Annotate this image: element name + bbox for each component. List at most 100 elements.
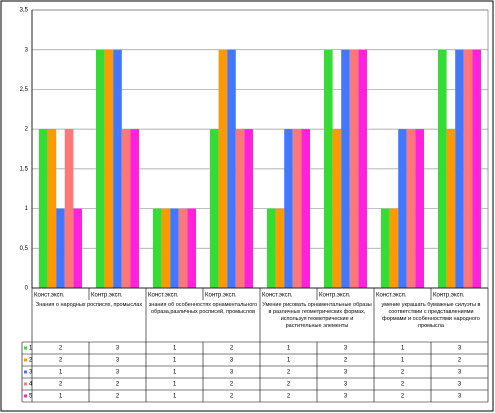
- table-value: 3: [458, 394, 462, 400]
- table-value: 3: [116, 346, 120, 352]
- y-tick-label: 1: [25, 206, 29, 212]
- table-value: 1: [287, 358, 291, 364]
- bar: [455, 49, 464, 288]
- table-value: 3: [458, 346, 462, 352]
- table-value: 2: [59, 358, 63, 364]
- bar: [349, 49, 359, 288]
- bar: [406, 129, 416, 288]
- group-label-box: Умение рисовать орнаментальные образы в …: [262, 302, 372, 329]
- bar: [381, 208, 390, 288]
- bar: [170, 208, 179, 288]
- x-tick-label: Конст.эксп.: [376, 293, 407, 299]
- bar: [153, 208, 162, 288]
- y-tick-label: 1,5: [20, 166, 29, 172]
- table-value: 2: [401, 370, 405, 376]
- table-value: 2: [458, 358, 462, 364]
- table-value: 1: [173, 394, 177, 400]
- bar: [47, 129, 57, 288]
- bar: [64, 129, 74, 288]
- bar: [227, 49, 236, 288]
- x-tick-label: Контр.эксп.: [205, 293, 237, 299]
- bar: [332, 129, 342, 288]
- legend-label: 2: [29, 358, 33, 364]
- bar: [130, 129, 139, 288]
- bar: [438, 49, 447, 288]
- bar: [472, 49, 481, 288]
- table-value: 3: [230, 358, 234, 364]
- bar: [358, 49, 367, 288]
- table-value: 2: [344, 358, 348, 364]
- bar: [301, 129, 310, 288]
- bar: [275, 208, 285, 288]
- table-value: 2: [287, 382, 291, 388]
- table-value: 1: [173, 382, 177, 388]
- table-value: 1: [287, 346, 291, 352]
- x-tick-label: Контр.эксп.: [91, 293, 123, 299]
- y-tick-label: 3: [25, 47, 29, 53]
- legend-label: 1: [29, 346, 33, 352]
- group-label: Знания о народных росписях, промыслах: [35, 302, 143, 308]
- group-label-box: Знания о народных росписях, промыслах: [35, 302, 143, 308]
- y-tick-label: 0,5: [20, 246, 29, 252]
- table-value: 3: [458, 382, 462, 388]
- table-value: 1: [59, 394, 63, 400]
- bar: [446, 129, 456, 288]
- table-value: 1: [401, 346, 405, 352]
- group-label: умение украшать бумажные силуэты в соотв…: [381, 302, 481, 329]
- y-tick-label: 0: [25, 286, 29, 292]
- bar: [415, 129, 424, 288]
- legend-label: 5: [29, 394, 33, 400]
- table-value: 2: [287, 370, 291, 376]
- bar: [178, 208, 188, 288]
- x-tick-label: Контр.эксп.: [319, 293, 351, 299]
- x-tick-label: Конст.эксп.: [34, 293, 65, 299]
- y-tick-label: 2,5: [20, 87, 29, 93]
- bar: [113, 49, 122, 288]
- table-value: 3: [344, 394, 348, 400]
- table-value: 3: [344, 382, 348, 388]
- bar: [398, 129, 407, 288]
- bar: [244, 129, 253, 288]
- bar: [341, 49, 350, 288]
- table-value: 2: [401, 394, 405, 400]
- table-value: 1: [173, 346, 177, 352]
- table-value: 3: [116, 358, 120, 364]
- table-value: 2: [401, 382, 405, 388]
- table-value: 2: [230, 346, 234, 352]
- bar: [39, 129, 48, 288]
- table-value: 2: [230, 382, 234, 388]
- bar: [161, 208, 171, 288]
- legend-key: [24, 346, 27, 350]
- x-tick-label: Контр.эксп.: [433, 293, 465, 299]
- bar: [292, 129, 302, 288]
- table-value: 2: [116, 382, 120, 388]
- group-label-box: умение украшать бумажные силуэты в соотв…: [381, 302, 481, 329]
- y-tick-label: 2: [25, 127, 29, 133]
- bar: [96, 49, 105, 288]
- table-value: 1: [173, 370, 177, 376]
- group-label: знания об особенностях орнаментального о…: [148, 302, 258, 315]
- bar: [235, 129, 245, 288]
- table-value: 1: [401, 358, 405, 364]
- table-value: 3: [116, 370, 120, 376]
- bar: [324, 49, 333, 288]
- bar: [463, 49, 473, 288]
- table-value: 2: [59, 382, 63, 388]
- bar: [121, 129, 131, 288]
- table-value: 3: [344, 346, 348, 352]
- bar: [73, 208, 82, 288]
- table-value: 2: [59, 346, 63, 352]
- legend-key: [24, 394, 27, 398]
- legend-key: [24, 382, 27, 386]
- table-value: 1: [173, 358, 177, 364]
- legend-key: [24, 370, 27, 374]
- table-value: 2: [116, 394, 120, 400]
- x-tick-label: Конст.эксп.: [148, 293, 179, 299]
- group-label-box: знания об особенностях орнаментального о…: [148, 302, 258, 315]
- y-tick-label: 3,5: [20, 8, 29, 14]
- legend-label: 3: [29, 370, 33, 376]
- x-tick-label: Конст.эксп.: [262, 293, 293, 299]
- table-value: 2: [230, 394, 234, 400]
